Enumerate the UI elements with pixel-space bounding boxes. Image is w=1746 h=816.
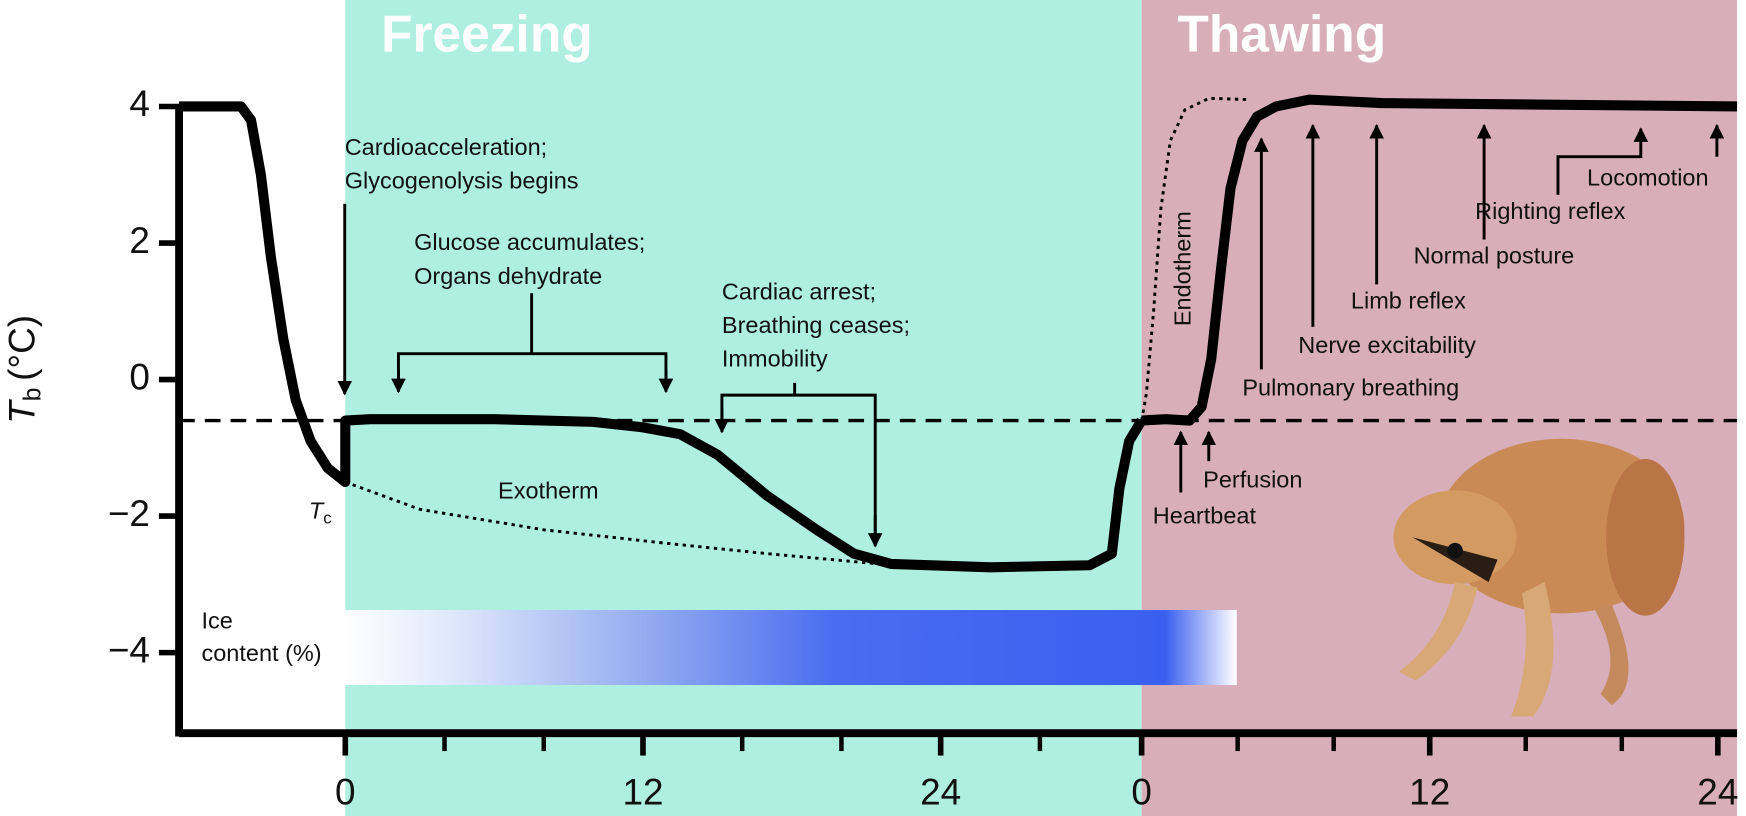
y-symbol: T — [1, 399, 42, 424]
y-tick-label: 0 — [129, 356, 150, 397]
annotation: Perfusion — [1203, 467, 1302, 493]
ice-content: Ice content (%) — [201, 608, 1236, 685]
chart: 183550606565 FreezingThawing 420−2−40122… — [0, 0, 1746, 816]
y-axis-label: Tb (°C) — [1, 315, 46, 424]
panel-title: Freezing — [381, 5, 593, 63]
annotation: Pulmonary breathing — [1242, 375, 1459, 401]
x-tick-label: 24 — [1697, 771, 1738, 812]
annotation: Immobility — [722, 346, 828, 372]
y-tick-label: 2 — [129, 220, 150, 261]
annotation: Limb reflex — [1351, 287, 1466, 313]
annotation: Glycogenolysis begins — [345, 168, 579, 194]
annotation: Cardioacceleration; — [345, 134, 547, 160]
ice-label: content (%) — [201, 640, 321, 666]
x-tick-label: 0 — [1131, 771, 1152, 812]
ice-label: Ice — [201, 608, 232, 634]
annotation: Exotherm — [498, 478, 599, 504]
ice-bar — [345, 610, 1237, 685]
annotation: Nerve excitability — [1298, 332, 1476, 358]
y-tick-label: −2 — [108, 493, 150, 534]
panel-title: Thawing — [1177, 5, 1386, 63]
annotation: Cardiac arrest; — [722, 278, 876, 304]
y-subscript: b — [19, 388, 46, 402]
annotation: Locomotion — [1587, 164, 1708, 190]
y-tick-label: −4 — [108, 629, 150, 670]
annotation: Righting reflex — [1475, 198, 1625, 224]
annotation: Glucose accumulates; — [414, 229, 645, 255]
panel-background — [1142, 0, 1737, 816]
critical-temperature-label: Tc — [309, 498, 332, 528]
annotation: Endotherm — [1169, 211, 1195, 326]
annotation: Organs dehydrate — [414, 263, 602, 289]
panel-background — [345, 0, 1141, 816]
x-tick-label: 0 — [335, 771, 356, 812]
annotation: Breathing ceases; — [722, 312, 910, 338]
x-tick-label: 12 — [1409, 771, 1450, 812]
y-unit: (°C) — [1, 315, 42, 381]
y-tick-label: 4 — [129, 83, 150, 124]
x-tick-label: 12 — [622, 771, 663, 812]
tc-subscript: c — [323, 509, 331, 528]
annotation: Heartbeat — [1153, 502, 1257, 528]
x-tick-label: 24 — [920, 771, 961, 812]
annotation: Normal posture — [1414, 243, 1575, 269]
